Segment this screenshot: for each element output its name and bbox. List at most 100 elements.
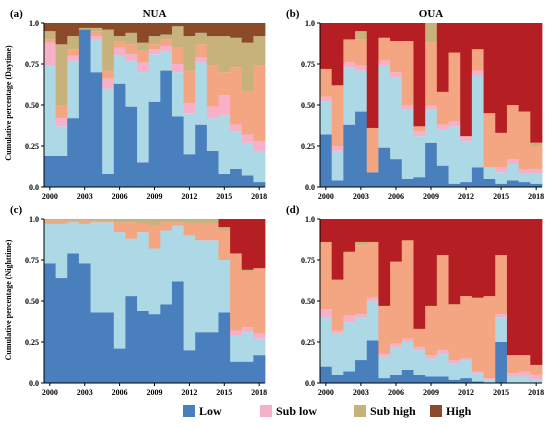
- bar-light-2012: [460, 141, 473, 183]
- bar-red-2000: [320, 23, 333, 69]
- bar-light-2017: [518, 376, 531, 383]
- bar-high-2009: [148, 23, 161, 37]
- bar-salmon-2000: [320, 241, 333, 310]
- bar-lowest-2011: [448, 379, 461, 383]
- bar-light-2010: [160, 50, 173, 71]
- bar-salmon-2016: [230, 67, 243, 125]
- y-tick-label: 0.75: [301, 256, 315, 265]
- bar-sub-high-2010: [160, 219, 173, 223]
- bar-low-2018: [253, 355, 266, 383]
- bar-high-2000: [44, 23, 57, 32]
- bar-sub-high-2003: [355, 31, 368, 40]
- bar-light-2008: [413, 136, 426, 178]
- bar-red-2001: [331, 219, 344, 280]
- bar-salmon-2009: [425, 42, 438, 105]
- bar-salmon-2002: [343, 39, 356, 63]
- bar-lowest-2008: [413, 374, 426, 383]
- y-axis-label-top: Cumulative percentage (Daytime): [4, 45, 13, 161]
- bar-low-2016: [230, 168, 243, 187]
- panels-group: 0.0 0.25 0.50 0.75 1.0 2000 2003 2006 2009 2012 20…: [10, 8, 544, 397]
- bar-light-2010: [436, 129, 449, 166]
- bar-lowest-2016: [506, 180, 520, 187]
- bar-sub-high-2011: [171, 219, 184, 223]
- x-tick-label: 2012: [458, 192, 474, 201]
- bar-sub-high-2006: [113, 36, 126, 42]
- panel-title: OUA: [419, 8, 444, 20]
- legend-swatch-high: [430, 405, 442, 417]
- bar-salmon-2011: [448, 52, 461, 122]
- bar-lowest-2013: [471, 167, 484, 187]
- bar-sub-high-2013: [195, 219, 208, 224]
- chart-panel-c: 0.0 0.25 0.50 0.75 1.0 2000 2003 2006 2009 2012 20…: [10, 204, 267, 397]
- bar-sub-high-2014: [206, 219, 219, 224]
- bar-light-2008: [413, 350, 426, 375]
- y-tick-label: 1.0: [29, 215, 39, 224]
- bar-sub-low-2002: [343, 315, 356, 323]
- bar-salmon-2004: [366, 241, 379, 298]
- bar-low-2000: [44, 263, 57, 383]
- bar-red-2007: [401, 219, 414, 241]
- bar-salmon-2011: [171, 47, 184, 64]
- bar-sub-low-2013: [471, 371, 484, 374]
- bar-low-2017: [241, 361, 254, 383]
- bar-light-2017: [241, 142, 254, 176]
- bar-lowest-2004: [366, 340, 379, 383]
- bar-sub-low-2009: [425, 105, 438, 110]
- bar-salmon-2014: [483, 296, 496, 379]
- bar-light-2014: [483, 167, 496, 179]
- bar-red-2016: [230, 219, 243, 254]
- x-tick-label: 2000: [318, 192, 334, 201]
- bar-low-2003: [78, 29, 91, 188]
- bar-red-2017: [241, 219, 254, 270]
- bar-lowest-2005: [378, 147, 391, 187]
- bar-light-2010: [160, 230, 173, 305]
- bar-salmon-2004: [366, 127, 379, 173]
- bar-salmon-2015: [218, 230, 231, 260]
- bar-sub-low-2006: [113, 47, 126, 56]
- x-tick-label: 2009: [147, 192, 163, 201]
- x-tick-label: 2000: [318, 388, 334, 397]
- x-tick-label: 2009: [147, 388, 163, 397]
- bar-sub-low-2002: [343, 62, 356, 68]
- bar-light-2002: [67, 60, 80, 119]
- bar-sub-low-2018: [253, 333, 266, 339]
- bar-lowest-2002: [343, 124, 356, 187]
- bar-salmon-2006: [113, 41, 126, 48]
- bar-salmon-2005: [102, 220, 115, 223]
- bar-red-2011: [448, 219, 461, 305]
- bar-salmon-2013: [471, 297, 484, 372]
- bar-lowest-2007: [401, 178, 414, 187]
- x-tick-label: 2006: [112, 388, 128, 397]
- bar-light-2016: [230, 335, 243, 362]
- x-tick-label: 2018: [528, 192, 544, 201]
- bar-light-2012: [183, 113, 196, 155]
- bar-red-2018: [253, 219, 266, 269]
- bar-lowest-2017: [518, 182, 531, 187]
- bar-light-2003: [355, 317, 368, 361]
- bar-low-2006: [113, 83, 126, 187]
- y-tick-label: 0.25: [301, 142, 315, 151]
- bar-salmon-2006: [390, 261, 403, 344]
- bar-low-2017: [241, 175, 254, 187]
- bar-light-2011: [171, 72, 184, 117]
- bar-low-2018: [253, 182, 266, 187]
- bar-lowest-2015: [495, 183, 508, 187]
- bar-salmon-2013: [195, 223, 208, 241]
- legend-swatch-low: [183, 405, 195, 417]
- bar-sub-low-2016: [506, 159, 520, 165]
- bar-sub-low-2015: [218, 95, 231, 115]
- bar-red-2018: [530, 219, 543, 365]
- bar-sub-high-2013: [195, 32, 208, 45]
- bar-sub-high-2010: [160, 34, 173, 40]
- bar-sub-high-2009: [425, 23, 438, 43]
- bar-salmon-2012: [183, 70, 196, 104]
- x-tick-label: 2018: [251, 388, 267, 397]
- bar-sub-low-2016: [230, 330, 243, 336]
- bar-salmon-2007: [401, 41, 414, 105]
- y-tick-label: 1.0: [305, 19, 315, 28]
- bar-light-2001: [331, 150, 344, 181]
- bar-high-2012: [183, 23, 196, 37]
- bar-lowest-2001: [331, 180, 344, 187]
- bar-light-2017: [241, 332, 254, 362]
- bar-salmon-2016: [506, 105, 520, 160]
